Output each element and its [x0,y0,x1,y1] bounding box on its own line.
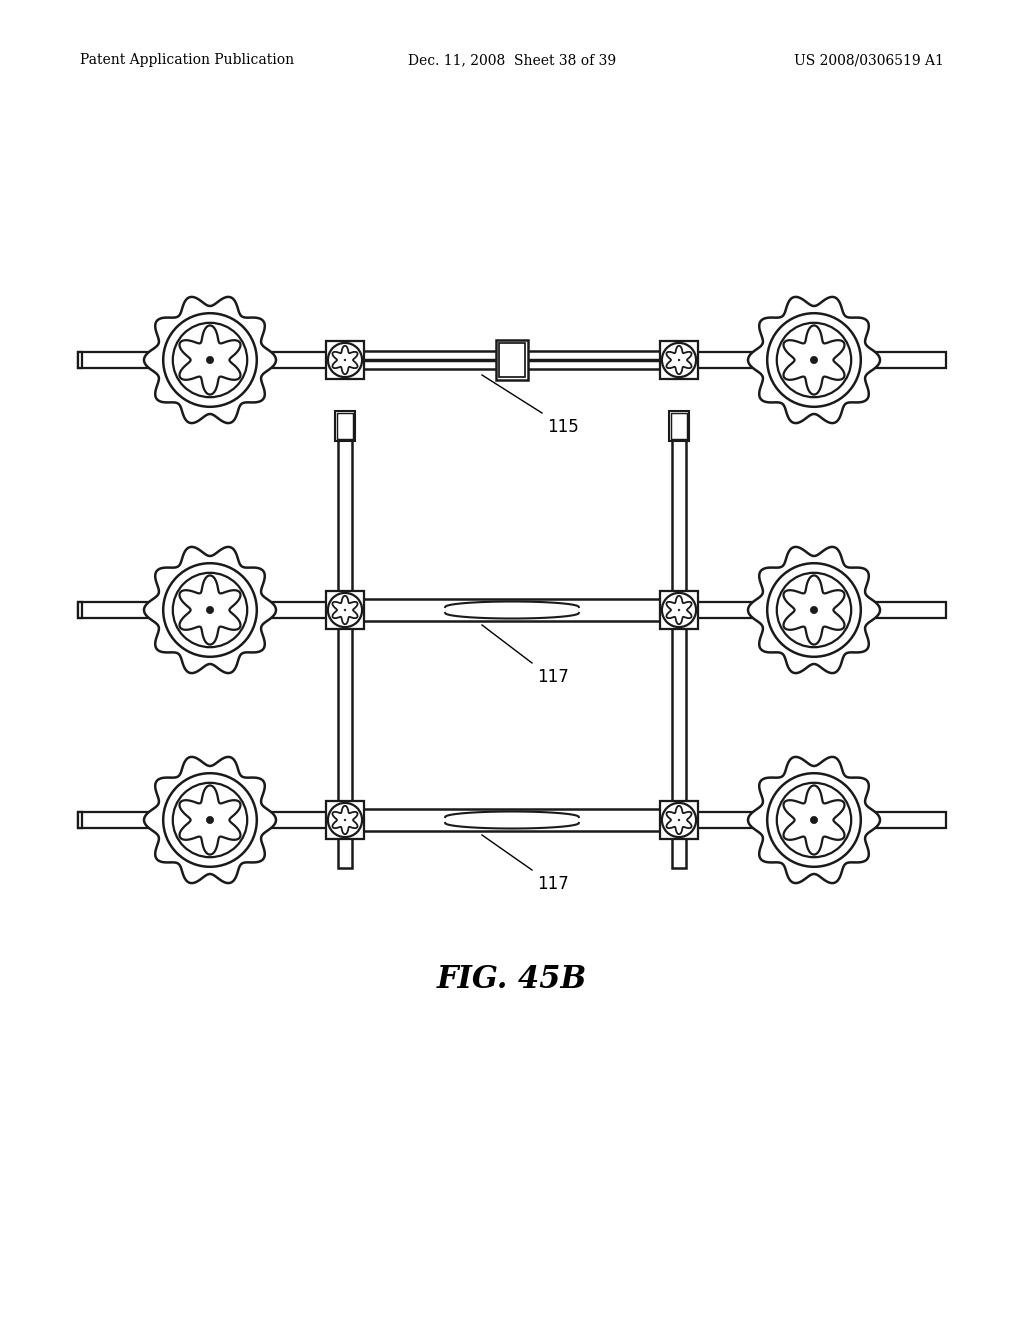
Polygon shape [667,346,691,375]
Text: 117: 117 [537,668,568,686]
Bar [337,413,353,440]
Bar [78,812,82,829]
Polygon shape [333,346,357,375]
Bar [856,602,946,618]
Polygon shape [144,297,276,424]
Bar [660,341,697,379]
Bar [660,801,697,838]
Bar [335,411,355,441]
Circle shape [328,803,362,837]
Polygon shape [144,756,276,883]
Bar [252,602,342,618]
Polygon shape [667,805,691,834]
Text: 117: 117 [537,875,568,894]
Polygon shape [144,546,276,673]
Bar [856,812,946,829]
Circle shape [163,564,257,657]
Polygon shape [333,805,357,834]
Circle shape [163,313,257,407]
Text: FIG. 45B: FIG. 45B [437,965,587,995]
Circle shape [777,573,851,647]
Polygon shape [179,326,241,395]
Bar [327,801,364,838]
Circle shape [767,564,861,657]
Polygon shape [748,297,880,424]
Bar [78,602,168,618]
Circle shape [777,323,851,397]
Circle shape [207,816,214,824]
Bar [78,351,168,368]
Circle shape [344,820,346,821]
Bar [345,599,679,620]
Circle shape [678,609,680,611]
Circle shape [173,573,247,647]
Bar [78,351,82,368]
Bar [682,351,772,368]
Circle shape [163,774,257,867]
Text: Dec. 11, 2008  Sheet 38 of 39: Dec. 11, 2008 Sheet 38 of 39 [408,53,616,67]
Circle shape [810,356,817,363]
Bar [682,602,772,618]
Bar [669,411,689,441]
Circle shape [173,323,247,397]
Circle shape [173,783,247,857]
Bar [327,341,364,379]
Circle shape [344,359,346,360]
Polygon shape [783,326,845,395]
Text: Patent Application Publication: Patent Application Publication [80,53,294,67]
Bar [682,351,686,368]
Bar [671,413,687,440]
Polygon shape [783,785,845,854]
Polygon shape [179,785,241,854]
Circle shape [662,343,696,378]
Polygon shape [748,546,880,673]
Bar [672,414,686,869]
Text: US 2008/0306519 A1: US 2008/0306519 A1 [795,53,944,67]
Circle shape [777,783,851,857]
Circle shape [810,606,817,614]
Circle shape [328,343,362,378]
Polygon shape [783,576,845,644]
Polygon shape [748,756,880,883]
Bar [345,351,679,370]
Bar [682,812,772,829]
Circle shape [767,313,861,407]
Circle shape [662,803,696,837]
Bar [338,414,352,869]
Circle shape [662,593,696,627]
Polygon shape [667,595,691,624]
Text: 115: 115 [547,418,579,436]
Bar [499,343,525,376]
Bar [660,591,697,628]
Polygon shape [179,576,241,644]
Circle shape [328,593,362,627]
Polygon shape [333,595,357,624]
Bar [496,341,528,380]
Bar [327,591,364,628]
Bar [252,812,342,829]
Bar [856,351,946,368]
Bar [682,602,686,618]
Bar [78,812,168,829]
Circle shape [767,774,861,867]
Circle shape [810,816,817,824]
Circle shape [678,359,680,360]
Circle shape [207,606,214,614]
Bar [682,812,686,829]
Bar [345,809,679,832]
Bar [78,602,82,618]
Circle shape [678,820,680,821]
Bar [252,351,342,368]
Circle shape [344,609,346,611]
Circle shape [207,356,214,363]
